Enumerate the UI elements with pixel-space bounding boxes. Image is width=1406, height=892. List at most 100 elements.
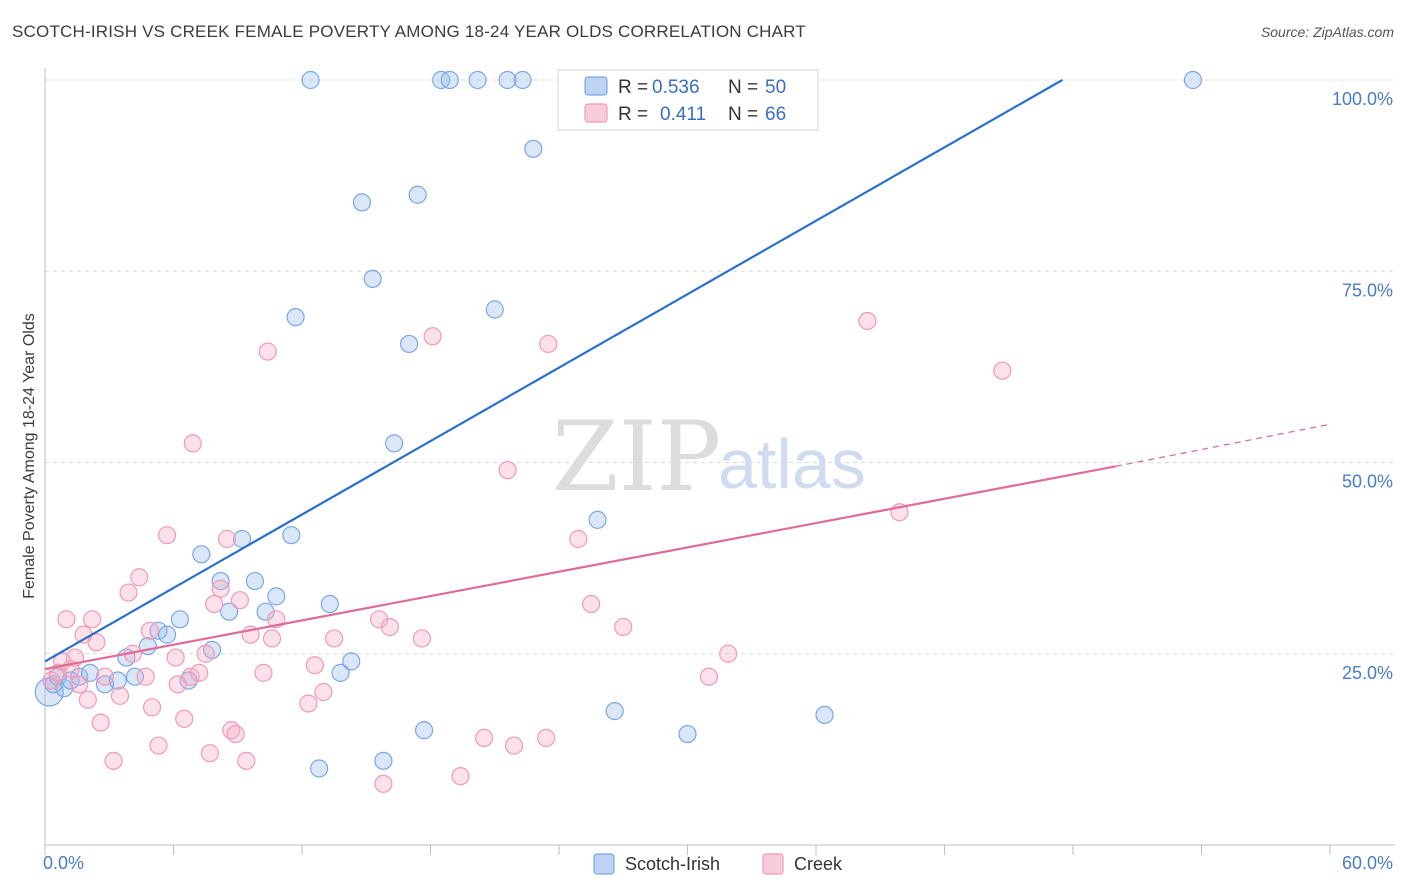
scotch-irish-point bbox=[267, 587, 286, 606]
legend-n-label-2: N = bbox=[728, 104, 758, 125]
creek-point bbox=[314, 682, 333, 702]
y-axis-label: Female Poverty Among 18-24 Year Olds bbox=[21, 313, 38, 599]
creek-point bbox=[78, 690, 97, 709]
scotch-irish-point bbox=[605, 702, 624, 721]
creek-point bbox=[157, 526, 177, 545]
legend-r-label-2: R = bbox=[618, 104, 648, 125]
scotch-irish-point bbox=[352, 193, 372, 212]
creek-point bbox=[993, 361, 1012, 380]
scotch-irish-point bbox=[440, 70, 459, 90]
creek-point bbox=[166, 648, 185, 667]
scotch-irish-point bbox=[211, 571, 230, 591]
scotch-irish-point bbox=[513, 70, 532, 90]
scotch-irish-point bbox=[485, 300, 504, 319]
creek-points bbox=[42, 311, 1012, 793]
legend-swatch-scotch-irish bbox=[584, 76, 608, 96]
bottom-legend-swatch-scotch-irish bbox=[593, 853, 615, 875]
creek-point bbox=[582, 594, 601, 614]
creek-point bbox=[95, 667, 115, 686]
creek-point bbox=[230, 591, 249, 610]
creek-point bbox=[299, 694, 318, 713]
creek-point bbox=[57, 610, 76, 629]
creek-point bbox=[119, 583, 138, 602]
creek-point bbox=[380, 617, 399, 637]
watermark-zip: ZIP bbox=[552, 401, 721, 513]
chart-title: SCOTCH-IRISH VS CREEK FEMALE POVERTY AMO… bbox=[12, 22, 806, 41]
creek-point bbox=[237, 751, 256, 770]
creek-point bbox=[70, 675, 89, 694]
scotch-irish-point bbox=[588, 510, 607, 529]
creek-point bbox=[254, 663, 273, 682]
creek-point bbox=[262, 629, 282, 648]
scotch-irish-point bbox=[320, 594, 339, 614]
y-tick-label: 50.0% bbox=[1342, 472, 1393, 492]
creek-point bbox=[374, 774, 393, 793]
scotch-irish-point bbox=[157, 625, 177, 644]
scotch-irish-trend-line bbox=[44, 79, 1063, 663]
scotch-irish-point bbox=[170, 610, 190, 629]
creek-point bbox=[175, 709, 194, 728]
y-tick-label: 75.0% bbox=[1342, 280, 1393, 300]
scotch-irish-point bbox=[310, 759, 329, 778]
scotch-irish-point bbox=[125, 667, 145, 686]
scotch-irish-point bbox=[245, 571, 264, 591]
creek-point bbox=[569, 529, 588, 549]
bottom-legend-label-scotch-irish: Scotch-Irish bbox=[625, 854, 720, 874]
creek-point bbox=[325, 629, 344, 648]
creek-point bbox=[205, 594, 224, 614]
watermark-atlas: atlas bbox=[718, 425, 866, 503]
scotch-irish-point bbox=[192, 545, 211, 564]
y-tick-label: 100.0% bbox=[1332, 89, 1393, 109]
scotch-irish-points bbox=[34, 70, 1203, 778]
scotch-irish-point bbox=[286, 308, 305, 327]
creek-trend-extension bbox=[1115, 423, 1331, 467]
bottom-legend-swatch-creek bbox=[762, 853, 784, 875]
creek-point bbox=[149, 736, 168, 755]
creek-point bbox=[719, 644, 738, 663]
scotch-irish-point bbox=[414, 721, 434, 740]
creek-point bbox=[83, 610, 102, 629]
creek-point bbox=[190, 663, 209, 682]
creek-point bbox=[412, 629, 432, 648]
bottom-legend: Scotch-Irish Creek bbox=[593, 853, 843, 875]
scotch-irish-point bbox=[1183, 70, 1203, 90]
creek-point bbox=[168, 675, 187, 694]
source-credit: Source: ZipAtlas.com bbox=[1260, 24, 1394, 40]
axes bbox=[44, 68, 1395, 855]
creek-point bbox=[226, 724, 245, 744]
scotch-irish-point bbox=[282, 526, 301, 545]
scotch-irish-point bbox=[408, 185, 427, 204]
legend-swatch-creek bbox=[584, 103, 608, 123]
scotch-irish-point bbox=[342, 652, 361, 671]
scotch-irish-point bbox=[468, 70, 487, 90]
creek-point bbox=[539, 334, 558, 354]
scotch-irish-point bbox=[374, 751, 393, 770]
x-tick-label-min: 0.0% bbox=[43, 853, 84, 873]
legend-box: R = 0.536 N = 50 R = 0.411 N = 66 bbox=[557, 69, 819, 131]
scotch-irish-point bbox=[220, 602, 239, 621]
legend-n-label-1: N = bbox=[728, 77, 758, 98]
x-tick-label-max: 60.0% bbox=[1342, 853, 1393, 873]
scotch-irish-point bbox=[498, 70, 517, 90]
scotch-irish-point bbox=[384, 434, 404, 453]
creek-point bbox=[130, 568, 149, 587]
scotch-irish-point bbox=[331, 663, 350, 682]
legend-r-value-1: 0.536 bbox=[652, 77, 700, 98]
scotch-irish-point bbox=[363, 269, 382, 288]
creek-point bbox=[504, 736, 524, 755]
creek-point bbox=[423, 327, 442, 346]
trend-lines bbox=[44, 79, 1331, 671]
gridlines bbox=[45, 79, 1395, 655]
legend-n-value-1: 50 bbox=[765, 77, 786, 98]
legend-n-value-2: 66 bbox=[765, 104, 786, 125]
creek-trend-line bbox=[44, 465, 1117, 671]
creek-point bbox=[474, 728, 494, 748]
creek-point bbox=[140, 621, 160, 640]
tick-labels: 100.0% 75.0% 50.0% 25.0% 0.0% 60.0% bbox=[43, 89, 1393, 873]
scotch-irish-point bbox=[301, 70, 320, 90]
creek-point bbox=[110, 686, 130, 705]
creek-point bbox=[183, 434, 202, 453]
creek-point bbox=[136, 667, 155, 686]
creek-point bbox=[451, 767, 470, 786]
